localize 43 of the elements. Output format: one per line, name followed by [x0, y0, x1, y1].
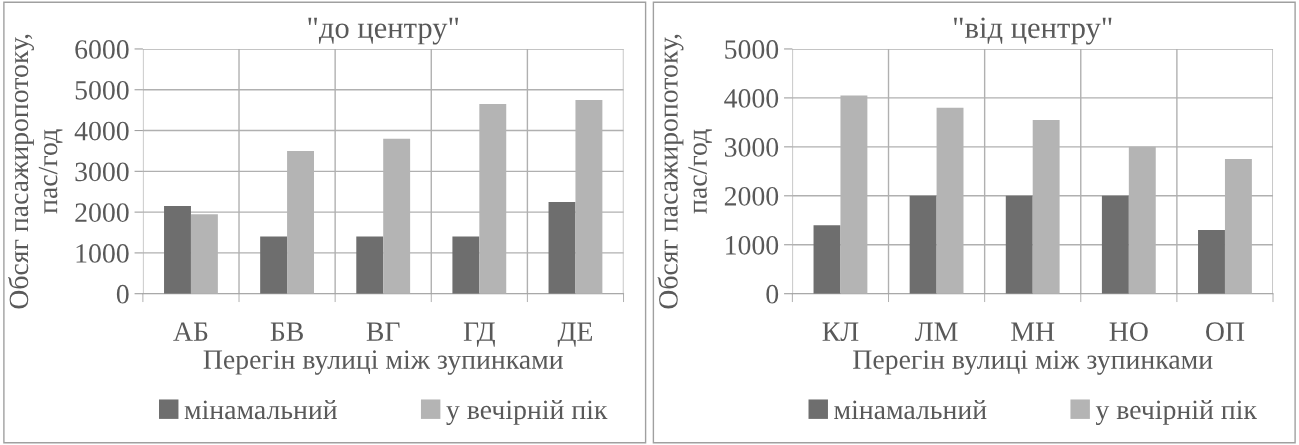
y-tick-label: 5000 — [725, 40, 779, 59]
y-tick-label: 5000 — [75, 80, 129, 100]
y-tick-label: 1000 — [726, 235, 779, 255]
bar — [452, 236, 480, 294]
y-tick-label: 2000 — [724, 186, 779, 206]
chart-title: "від центру" — [954, 17, 1112, 45]
bar — [548, 201, 576, 294]
legend-label: мінамальний — [184, 399, 337, 420]
x-tick-label: МН — [1011, 322, 1055, 341]
bar — [1198, 230, 1225, 294]
bar — [164, 206, 191, 294]
x-tick-label: ВГ — [366, 322, 400, 341]
x-tick-label: ЛМ — [915, 322, 958, 342]
y-tick-label: 3000 — [724, 138, 779, 157]
legend-label: мінамальний — [834, 399, 987, 420]
bar — [813, 225, 841, 294]
x-axis-title: Перегін вулиці між зупинками — [853, 350, 1213, 375]
x-axis-title: Перегін вулиці між зупинками — [203, 350, 563, 375]
chart-title: "до центру" — [308, 17, 459, 45]
y-tick-label: 4000 — [724, 89, 779, 108]
y-axis-title: Обсяг пасажиропотоку, пас/год — [657, 34, 712, 309]
y-axis-title: Обсяг пасажиропотоку, пас/год — [8, 34, 63, 309]
x-tick-label: ОП — [1206, 322, 1245, 342]
bar — [1005, 195, 1033, 294]
y-tick-label: 2000 — [75, 203, 129, 223]
y-tick-label: 1000 — [76, 244, 129, 263]
x-tick-label: КЛ — [822, 322, 859, 342]
y-tick-label: 3000 — [75, 162, 129, 182]
y-tick-label: 0 — [116, 284, 129, 304]
y-tick-label: 0 — [766, 284, 779, 304]
bar — [909, 195, 937, 294]
x-tick-label: НО — [1109, 322, 1148, 342]
legend-label: у вечірній пік — [446, 399, 608, 425]
x-tick-label: АБ — [173, 322, 208, 341]
legend-label: у вечірній пік — [1095, 399, 1257, 425]
bar — [260, 236, 288, 294]
y-tick-label: 4000 — [74, 121, 129, 141]
bar — [1101, 195, 1129, 294]
x-tick-label: ГД — [463, 322, 495, 347]
y-tick-label: 6000 — [75, 40, 129, 59]
bar — [356, 236, 384, 294]
x-tick-label: БВ — [270, 322, 303, 341]
x-tick-label: ДЕ — [557, 322, 593, 347]
